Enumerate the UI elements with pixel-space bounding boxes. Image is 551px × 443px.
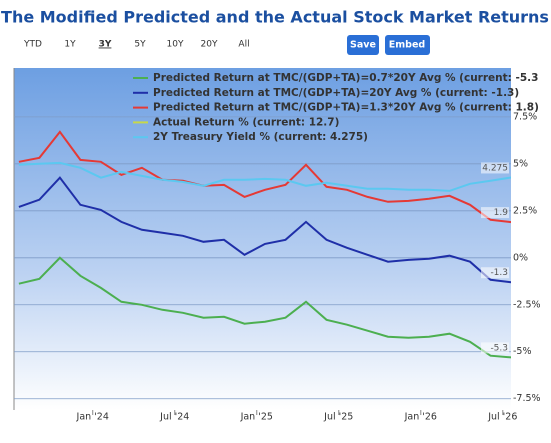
end-label: 1.9 xyxy=(494,208,509,218)
end-label: 4.275 xyxy=(482,163,508,173)
legend-label[interactable]: Predicted Return at TMC/(GDP+TA)=1.3*20Y… xyxy=(153,102,539,114)
range-button[interactable]: 10Y xyxy=(167,40,184,50)
series-line xyxy=(18,130,511,224)
x-tick-label: Jul '24 xyxy=(159,412,189,423)
series-line xyxy=(18,256,511,359)
plot-area xyxy=(14,68,511,410)
y-tick-label: -7.5% xyxy=(513,393,541,404)
x-tick-label: Jan '26 xyxy=(404,412,437,423)
save-button[interactable] xyxy=(347,35,379,55)
range-button[interactable]: 3Y xyxy=(99,40,112,50)
end-label: -5.3 xyxy=(490,343,508,353)
y-tick-label: 2.5% xyxy=(513,205,537,216)
series-line xyxy=(18,176,511,284)
save-label[interactable]: Save xyxy=(350,40,376,51)
x-tick-label: Jan '24 xyxy=(76,412,109,423)
x-tick-label: Jan '25 xyxy=(240,412,273,423)
y-tick-label: 5% xyxy=(513,158,528,169)
range-button[interactable]: 20Y xyxy=(201,40,218,50)
x-tick-label: Jul '26 xyxy=(487,412,517,423)
y-tick-label: 7.5% xyxy=(513,111,537,122)
y-tick-label: 0% xyxy=(513,252,528,263)
embed-label[interactable]: Embed xyxy=(389,40,425,51)
legend-label[interactable]: Predicted Return at TMC/(GDP+TA)=0.7*20Y… xyxy=(153,72,538,84)
chart-title: The Modified Predicted and the Actual St… xyxy=(1,8,549,27)
series-line xyxy=(18,161,511,192)
end-label-box xyxy=(481,162,509,174)
range-button[interactable]: All xyxy=(238,40,249,50)
end-label-box xyxy=(481,207,509,219)
embed-button[interactable] xyxy=(385,35,430,55)
y-tick-label: -2.5% xyxy=(513,299,541,310)
range-button[interactable]: YTD xyxy=(23,40,42,50)
end-label: -1.3 xyxy=(490,268,508,278)
legend-label[interactable]: 2Y Treasury Yield % (current: 4.275) xyxy=(153,131,368,143)
range-button[interactable]: 5Y xyxy=(134,40,146,50)
y-tick-label: -5% xyxy=(513,346,532,357)
range-button[interactable]: 1Y xyxy=(64,40,76,50)
legend-label[interactable]: Actual Return % (current: 12.7) xyxy=(153,116,339,128)
end-label-box xyxy=(481,342,509,354)
x-tick-label: Jul '25 xyxy=(323,412,353,423)
legend-label[interactable]: Predicted Return at TMC/(GDP+TA)=20Y Avg… xyxy=(153,87,519,99)
end-label-box xyxy=(481,267,509,279)
